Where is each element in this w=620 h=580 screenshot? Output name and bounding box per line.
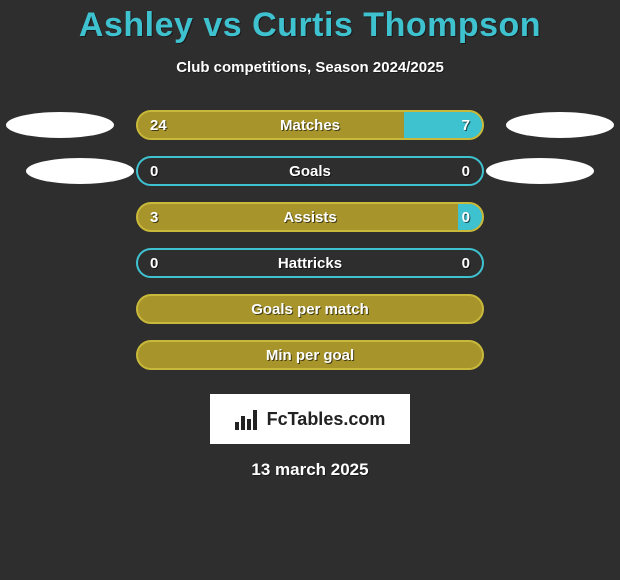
stat-row: Goals per match <box>0 290 620 336</box>
stat-label: Goals <box>138 158 482 184</box>
stat-value-player2: 7 <box>462 112 470 138</box>
stat-value-player2: 0 <box>462 158 470 184</box>
stat-value-player1: 3 <box>150 204 158 230</box>
stat-bar: Min per goal <box>136 340 484 370</box>
stat-value-player1: 0 <box>150 250 158 276</box>
bar-segment-player2 <box>404 112 482 138</box>
stat-value-player1: 0 <box>150 158 158 184</box>
stat-row: Min per goal <box>0 336 620 382</box>
comparison-rows: Matches247Goals00Assists30Hattricks00Goa… <box>0 106 620 382</box>
logo-box: FcTables.com <box>210 394 410 444</box>
bar-segment-player1 <box>138 112 404 138</box>
stat-value-player2: 0 <box>462 204 470 230</box>
stat-value-player1: 24 <box>150 112 167 138</box>
stat-value-player2: 0 <box>462 250 470 276</box>
stat-bar: Hattricks0 0 <box>136 248 484 278</box>
stat-row: Assists3 0 <box>0 198 620 244</box>
stat-label: Hattricks <box>138 250 482 276</box>
page-title: Ashley vs Curtis Thompson <box>0 0 620 45</box>
stat-bar: Goals per match <box>136 294 484 324</box>
stat-bar: Goals0 0 <box>136 156 484 186</box>
stat-label: Assists <box>138 204 482 230</box>
subtitle: Club competitions, Season 2024/2025 <box>0 59 620 76</box>
stat-row: Matches247 <box>0 106 620 152</box>
date-text: 13 march 2025 <box>0 460 620 480</box>
logo-text: FcTables.com <box>267 409 386 430</box>
stat-label: Min per goal <box>138 342 482 368</box>
player2-ellipse <box>506 112 614 138</box>
logo-bars-icon <box>235 408 261 430</box>
player1-ellipse <box>26 158 134 184</box>
stat-label: Goals per match <box>138 296 482 322</box>
stat-row: Hattricks0 0 <box>0 244 620 290</box>
player2-ellipse <box>486 158 594 184</box>
stat-bar: Assists3 0 <box>136 202 484 232</box>
stat-bar: Matches247 <box>136 110 484 140</box>
stat-row: Goals0 0 <box>0 152 620 198</box>
player1-ellipse <box>6 112 114 138</box>
